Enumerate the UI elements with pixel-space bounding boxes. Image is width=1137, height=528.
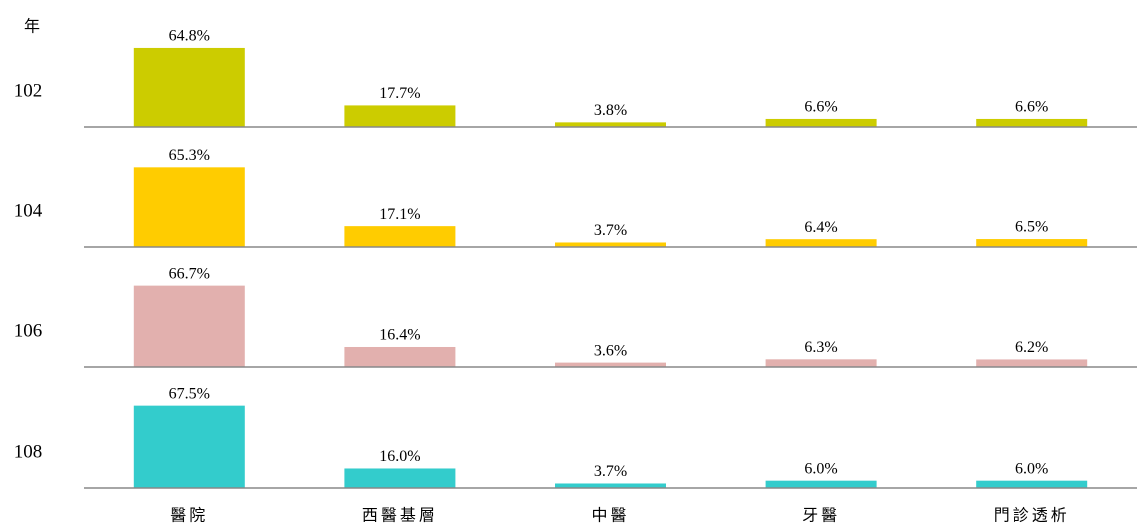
bar	[976, 480, 1088, 488]
x-tick-label: 醫院	[170, 507, 208, 525]
value-label: 6.3%	[804, 339, 837, 356]
bar	[555, 242, 666, 247]
bar	[555, 122, 666, 127]
value-label: 6.0%	[804, 460, 837, 477]
bar	[555, 483, 666, 488]
bar	[976, 359, 1088, 367]
x-tick-label: 牙醫	[802, 508, 840, 525]
bar	[976, 118, 1088, 127]
bar	[344, 346, 456, 367]
bar	[765, 359, 877, 367]
series-label: 108	[14, 441, 43, 462]
value-label: 65.3%	[169, 147, 210, 164]
value-label: 17.1%	[379, 206, 420, 223]
value-label: 64.8%	[169, 28, 210, 45]
value-label: 6.6%	[804, 99, 837, 116]
value-label: 16.0%	[379, 448, 420, 465]
value-label: 3.6%	[594, 342, 627, 359]
bar	[133, 167, 245, 247]
bar	[765, 239, 877, 247]
bar	[133, 47, 245, 127]
bar	[133, 405, 245, 488]
value-label: 16.4%	[379, 327, 420, 344]
x-tick-label: 中醫	[591, 507, 629, 525]
bar	[765, 118, 877, 127]
value-label: 67.5%	[169, 385, 210, 402]
series-label: 102	[14, 80, 43, 101]
value-label: 6.2%	[1015, 339, 1048, 356]
y-axis-label: 年	[24, 18, 40, 36]
bar	[555, 362, 666, 367]
value-label: 3.7%	[594, 222, 627, 239]
bar	[344, 105, 456, 127]
series-label: 106	[14, 320, 43, 341]
value-label: 6.5%	[1015, 219, 1048, 236]
series-label: 104	[14, 200, 43, 221]
value-label: 3.7%	[594, 463, 627, 480]
value-label: 66.7%	[169, 265, 210, 282]
x-tick-label: 門診透析	[994, 507, 1070, 525]
bar	[344, 226, 456, 247]
value-label: 3.8%	[594, 102, 627, 119]
value-label: 6.6%	[1015, 99, 1048, 116]
value-label: 6.0%	[1015, 460, 1048, 477]
bar	[765, 480, 877, 488]
bar	[133, 285, 245, 367]
value-label: 17.7%	[379, 85, 420, 102]
bar	[344, 468, 456, 488]
bar	[976, 239, 1088, 247]
value-label: 6.4%	[804, 219, 837, 236]
x-tick-label: 西醫基層	[362, 507, 438, 525]
